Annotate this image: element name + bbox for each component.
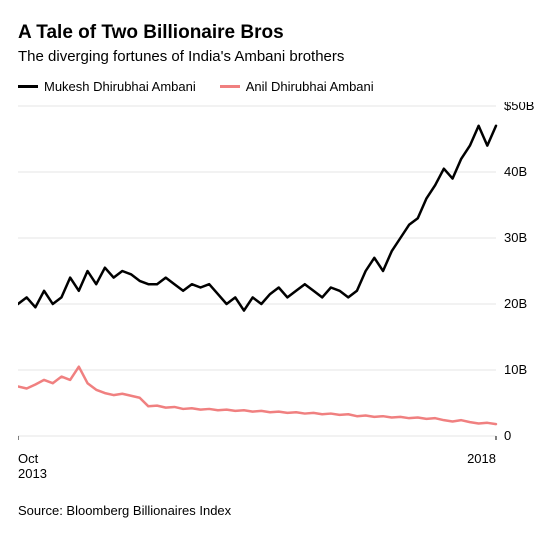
legend-label: Anil Dhirubhai Ambani	[246, 79, 374, 94]
legend-item-mukesh: Mukesh Dhirubhai Ambani	[18, 79, 196, 94]
svg-text:$50B: $50B	[504, 102, 534, 113]
x-tick-label: 2013	[18, 466, 47, 481]
chart-area: 0 10B 20B 30B 40B $50B Oct 2013 2018	[18, 102, 541, 481]
svg-text:20B: 20B	[504, 296, 527, 311]
x-tick-label: Oct	[18, 451, 47, 466]
chart-subtitle: The diverging fortunes of India's Ambani…	[18, 48, 541, 65]
legend-swatch	[220, 85, 240, 88]
svg-text:40B: 40B	[504, 164, 527, 179]
line-chart-svg: 0 10B 20B 30B 40B $50B	[18, 102, 541, 440]
legend-item-anil: Anil Dhirubhai Ambani	[220, 79, 374, 94]
x-axis-labels: Oct 2013 2018	[18, 451, 496, 481]
x-tick-end: 2018	[467, 451, 496, 481]
legend-swatch	[18, 85, 38, 88]
svg-text:0: 0	[504, 428, 511, 440]
chart-title: A Tale of Two Billionaire Bros	[18, 22, 541, 44]
x-tick-start: Oct 2013	[18, 451, 47, 481]
svg-text:30B: 30B	[504, 230, 527, 245]
x-tick-label: 2018	[467, 451, 496, 466]
legend-label: Mukesh Dhirubhai Ambani	[44, 79, 196, 94]
svg-text:10B: 10B	[504, 362, 527, 377]
legend: Mukesh Dhirubhai Ambani Anil Dhirubhai A…	[18, 79, 541, 94]
